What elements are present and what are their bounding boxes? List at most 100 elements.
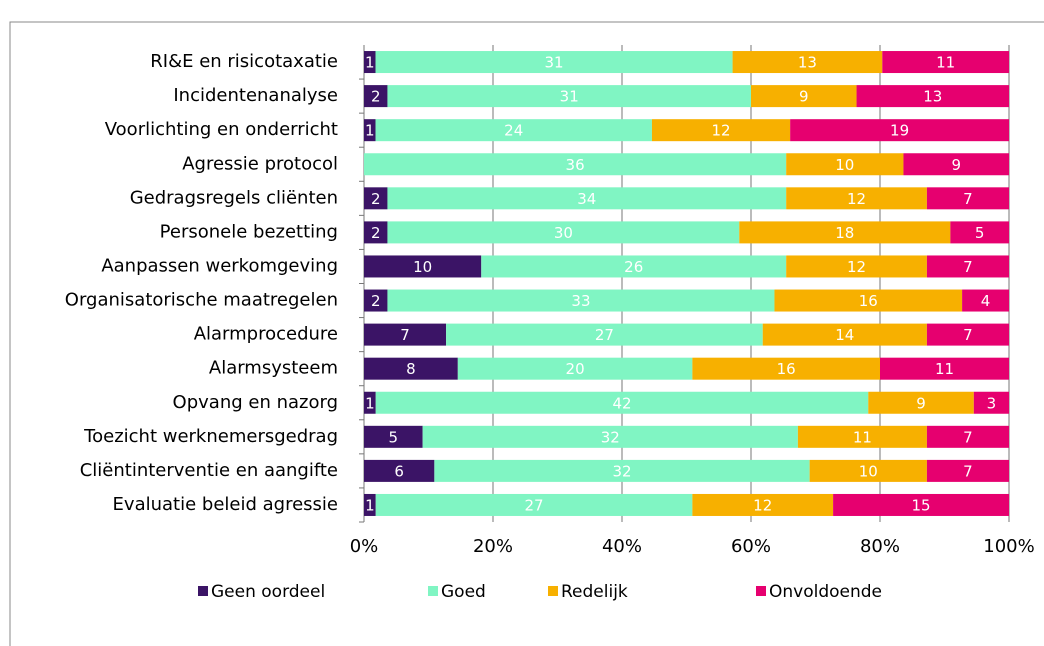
data-label: 10 xyxy=(835,156,854,174)
bar-segment xyxy=(422,425,798,448)
data-label: 19 xyxy=(890,122,909,140)
x-tick-label: 80% xyxy=(860,536,900,557)
data-label: 24 xyxy=(504,122,523,140)
data-label: 9 xyxy=(951,156,961,174)
bar-segment xyxy=(926,255,1009,278)
y-tick-label: Organisatorische maatregelen xyxy=(65,290,338,311)
bar-segment xyxy=(926,323,1009,346)
data-label: 10 xyxy=(859,462,878,480)
bar-segment xyxy=(375,119,652,142)
bar-segment xyxy=(762,323,927,346)
data-label: 15 xyxy=(911,496,930,514)
y-tick-label: Agressie protocol xyxy=(182,153,338,174)
bar-segment xyxy=(446,323,763,346)
y-tick-label: Alarmsysteem xyxy=(209,358,338,379)
data-label: 11 xyxy=(936,54,955,72)
y-tick-label: Evaluatie beleid agressie xyxy=(113,494,338,515)
data-label: 8 xyxy=(406,360,416,378)
data-label: 7 xyxy=(963,258,973,276)
data-label: 11 xyxy=(935,360,954,378)
bar-segment xyxy=(364,493,376,516)
bar-segment xyxy=(926,187,1009,210)
bar-segment xyxy=(387,221,740,244)
y-tick-label: Incidentenanalyse xyxy=(173,85,338,106)
bar-segment xyxy=(364,459,435,482)
chart-frame xyxy=(9,21,1044,646)
bar-segment xyxy=(434,459,810,482)
data-label: 4 xyxy=(981,292,991,310)
legend-swatch xyxy=(548,586,558,596)
data-label: 13 xyxy=(798,54,817,72)
bar-segment xyxy=(364,357,458,380)
legend-label: Onvoldoende xyxy=(769,582,882,602)
y-tick-label: Cliëntinterventie en aangifte xyxy=(80,460,338,481)
data-label: 12 xyxy=(847,190,866,208)
x-tick-label: 60% xyxy=(731,536,771,557)
data-label: 33 xyxy=(571,292,590,310)
data-label: 1 xyxy=(365,54,375,72)
bar-segment xyxy=(868,391,974,414)
legend-label: Geen oordeel xyxy=(211,582,325,602)
bar-segment xyxy=(809,459,927,482)
bar-segment xyxy=(364,425,423,448)
y-tick-label: Personele bezetting xyxy=(160,221,338,242)
bar-segment xyxy=(692,357,880,380)
y-tick-label: Voorlichting en onderricht xyxy=(105,119,338,140)
data-label: 20 xyxy=(566,360,585,378)
data-label: 7 xyxy=(963,462,973,480)
bar-segment xyxy=(739,221,951,244)
data-label: 9 xyxy=(799,88,809,106)
data-label: 3 xyxy=(987,394,997,412)
bar-segment xyxy=(880,357,1009,380)
bar-segment xyxy=(973,391,1009,414)
data-label: 34 xyxy=(577,190,596,208)
bar-segment xyxy=(926,459,1009,482)
y-tick-label: Toezicht werknemersgedrag xyxy=(83,426,338,447)
data-label: 5 xyxy=(389,428,399,446)
bar-segment xyxy=(903,153,1009,176)
data-label: 7 xyxy=(963,326,973,344)
data-label: 30 xyxy=(554,224,573,242)
x-tick-label: 100% xyxy=(983,536,1034,557)
data-label: 12 xyxy=(712,122,731,140)
bar-segment xyxy=(882,51,1009,74)
legend-swatch xyxy=(428,586,438,596)
bar-segment xyxy=(926,425,1009,448)
y-tick-label: Alarmprocedure xyxy=(194,324,338,345)
bar-segment xyxy=(387,85,751,108)
bar-segment xyxy=(364,51,376,74)
y-tick-label: Opvang en nazorg xyxy=(173,392,338,413)
data-label: 2 xyxy=(371,88,381,106)
data-label: 42 xyxy=(612,394,631,412)
data-label: 1 xyxy=(365,394,375,412)
bar-segment xyxy=(387,289,775,312)
data-label: 2 xyxy=(371,224,381,242)
x-tick-label: 20% xyxy=(473,536,513,557)
data-label: 7 xyxy=(963,190,973,208)
bar-segment xyxy=(651,119,791,142)
bar-segment xyxy=(786,255,927,278)
bar-segment xyxy=(774,289,963,312)
data-label: 1 xyxy=(365,122,375,140)
bar-segment xyxy=(364,255,482,278)
data-label: 7 xyxy=(400,326,410,344)
data-label: 2 xyxy=(371,292,381,310)
bar-segment xyxy=(364,153,787,176)
data-label: 27 xyxy=(524,496,543,514)
data-label: 10 xyxy=(413,258,432,276)
bar-segment xyxy=(732,51,883,74)
data-label: 36 xyxy=(566,156,585,174)
data-label: 32 xyxy=(601,428,620,446)
bar-segment xyxy=(833,493,1009,516)
bar-segment xyxy=(856,85,1009,108)
data-label: 31 xyxy=(544,54,563,72)
bar-segment xyxy=(364,187,388,210)
bar-segment xyxy=(790,119,1009,142)
data-label: 26 xyxy=(624,258,643,276)
bar-segment xyxy=(364,391,376,414)
legend-label: Redelijk xyxy=(561,582,628,602)
bar-segment xyxy=(786,187,927,210)
data-label: 31 xyxy=(560,88,579,106)
data-label: 11 xyxy=(853,428,872,446)
